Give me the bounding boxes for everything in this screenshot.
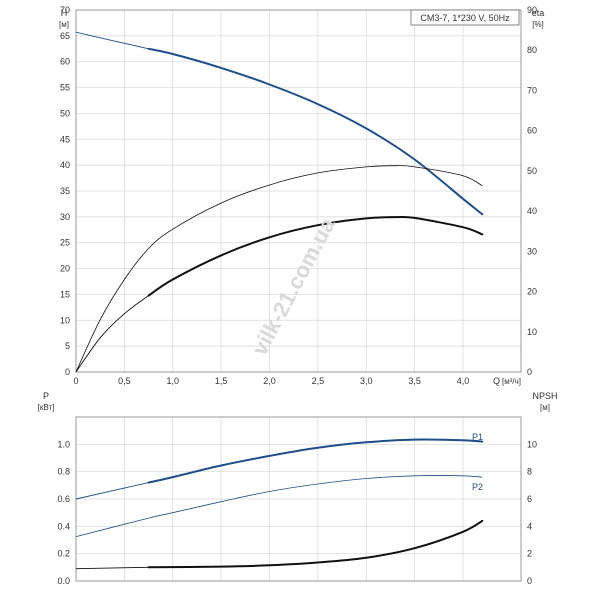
x-tick-label: 4,0 [457,376,470,386]
y-tick-label: 25 [60,238,70,248]
y-tick-label: 20 [60,264,70,274]
top-plot-frame [75,9,522,373]
x-tick-label: 1,5 [215,376,228,386]
p-tick-label: 1.0 [57,439,70,449]
top-y-tick-labels: 0 5 10 15 20 25 30 35 40 45 50 55 60 65 70 [60,5,70,377]
y2-tick-label: 30 [527,246,537,256]
y2-axis-unit-npsh: [м] [540,403,550,412]
y-tick-label: 40 [60,160,70,170]
y-tick-label: 0 [65,367,70,377]
x-tick-label: 0 [73,376,78,386]
p-tick-label: 0.2 [57,549,70,559]
p-tick-label: 0.0 [57,576,70,586]
bottom-series-lines [75,438,484,570]
y2-axis-label-eta: eta [532,8,545,18]
y-tick-label: 45 [60,134,70,144]
top-series-line-2-operating [147,215,484,297]
y-axis-label-h: H [61,8,68,18]
bottom-y-tick-labels: 0.0 0.2 0.4 0.6 0.8 1.0 [57,439,70,586]
npsh-tick-label: 2 [527,549,532,559]
y-tick-label: 30 [60,212,70,222]
npsh-tick-label: 8 [527,467,532,477]
y2-axis-unit-eta: [%] [532,20,544,29]
x-tick-label: 3,5 [408,376,421,386]
x-tick-label: 1,0 [166,376,179,386]
y2-tick-label: 10 [527,327,537,337]
y2-tick-label: 50 [527,166,537,176]
series-label-p2: P2 [472,482,483,492]
head-efficiency-chart: 0 0,5 1,0 1,5 2,0 2,5 3,0 3,5 4,0 0 5 10 15 20 25 30 35… [59,5,544,386]
y2-tick-label: 20 [527,287,537,297]
top-y2-tick-labels: 0 10 20 30 40 50 60 70 80 90 [527,5,537,377]
y2-tick-label: 60 [527,126,537,136]
p-tick-label: 0.8 [57,467,70,477]
x-axis-label-q: Q [493,376,500,386]
bottom-y2-tick-labels: 0 2 4 6 8 10 [527,439,537,586]
y2-tick-label: 70 [527,85,537,95]
x-axis-unit-q: [м³/ч] [502,377,521,386]
y-tick-label: 70 [60,5,70,15]
y-tick-label: 50 [60,108,70,118]
y2-tick-label: 80 [527,45,537,55]
p-tick-label: 0.6 [57,494,70,504]
top-series-lines [75,31,484,373]
y2-tick-label: 0 [527,367,532,377]
top-series-line-1-full [75,165,483,373]
npsh-tick-label: 0 [527,576,532,586]
y-tick-label: 55 [60,83,70,93]
npsh-tick-label: 10 [527,439,537,449]
x-tick-label: 2,0 [263,376,276,386]
y-tick-label: 5 [65,341,70,351]
y-tick-label: 60 [60,57,70,67]
x-tick-label: 3,0 [360,376,373,386]
x-axis-label-mask [490,374,522,386]
y-tick-label: 15 [60,289,70,299]
npsh-tick-label: 6 [527,494,532,504]
top-x-tick-labels: 0 0,5 1,0 1,5 2,0 2,5 3,0 3,5 4,0 [73,376,469,386]
y2-axis-label-npsh: NPSH [532,391,557,401]
y-axis-label-p: P [43,391,49,401]
bottom-series-line-1-full [75,475,483,537]
bottom-series-line-0-operating [147,438,484,484]
x-tick-label: 2,5 [312,376,325,386]
p-tick-label: 0.4 [57,521,70,531]
y-axis-unit-h: [м] [59,20,69,29]
bottom-series-line-2-operating [147,519,484,569]
y-axis-unit-p: [кВт] [38,403,55,412]
y2-tick-label: 90 [527,5,537,15]
y-tick-label: 65 [60,31,70,41]
y2-tick-label: 40 [527,206,537,216]
y-tick-label: 10 [60,315,70,325]
y-tick-label: 35 [60,186,70,196]
x-tick-label: 0,5 [118,376,131,386]
top-series-line-0-operating [147,47,484,216]
npsh-tick-label: 4 [527,521,532,531]
chart-title-box [410,9,520,26]
series-label-p1: P1 [472,432,483,442]
chart-title: CM3-7, 1*230 V, 50Hz [420,13,510,23]
